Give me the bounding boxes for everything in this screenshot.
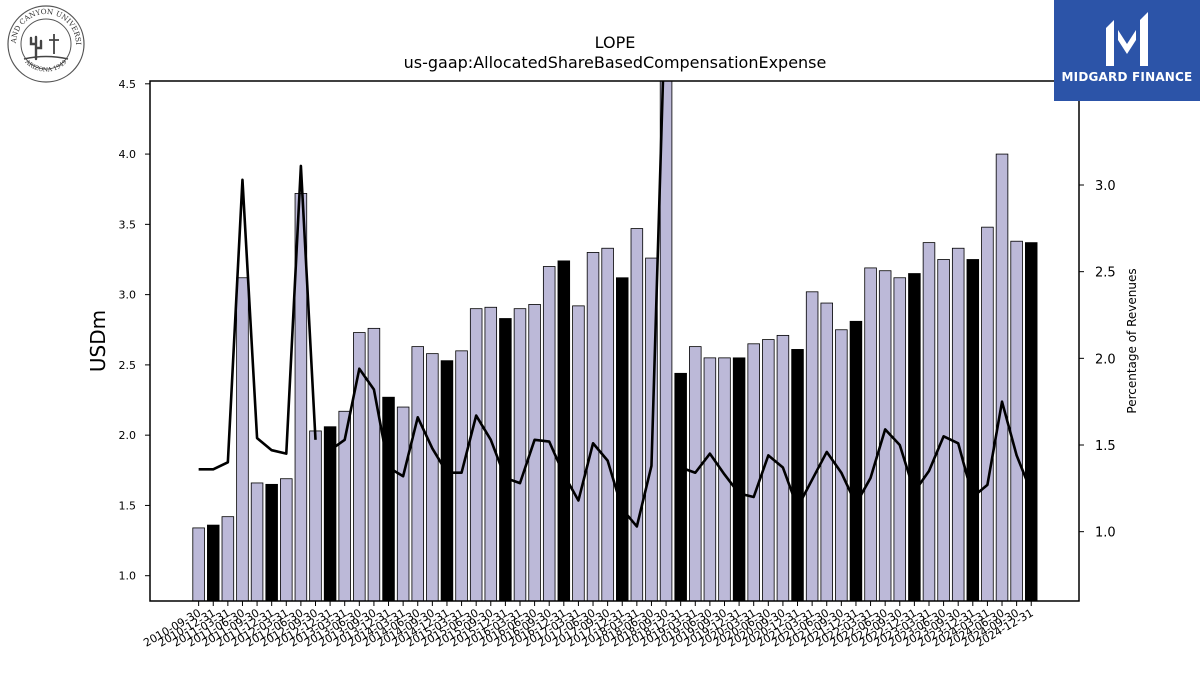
chart-subtitle: us-gaap:AllocatedShareBasedCompensationE… (403, 53, 827, 72)
bar-2011-03-31 (221, 516, 235, 601)
left-y-axis: 1.0 1.5 2.0 2.5 3.0 3.5 4.0 4.5 (119, 78, 150, 583)
right-y-tick-label: 2.0 (1095, 352, 1116, 367)
bar-2024-12-31 (1024, 242, 1038, 601)
y-axis-label: USDm (86, 310, 110, 372)
percentage-line-segment-1 (198, 164, 317, 471)
left-y-tick-label: 3.0 (119, 289, 137, 302)
seal-icon: GRAND CANYON UNIVERSITY ARIZONA 1949 (3, 0, 85, 83)
bar-2024-03-31 (981, 226, 994, 601)
bar-2011-09-30 (250, 482, 264, 601)
bar-2020-03-31 (747, 343, 760, 601)
left-y-tick-label: 2.5 (119, 359, 137, 372)
bar-2019-12-31 (732, 357, 746, 601)
bar-2015-06-30 (469, 308, 483, 601)
left-y-tick-label: 1.0 (119, 570, 137, 583)
bar-2010-12-31 (207, 524, 220, 601)
left-y-tick-label: 1.5 (119, 499, 137, 512)
bar-2015-03-31 (455, 350, 468, 601)
bar-2021-12-31 (849, 320, 863, 601)
y2-axis-label: Percentage of Revenues (1125, 268, 1139, 413)
right-y-tick-label: 2.5 (1095, 266, 1116, 281)
bar-2017-03-31 (572, 305, 585, 601)
bar-2020-12-31 (791, 349, 804, 601)
bar-2012-03-31 (280, 478, 293, 601)
left-y-tick-label: 2.0 (119, 429, 137, 442)
bar-2015-12-31 (499, 318, 512, 601)
bar-2017-12-31 (616, 277, 629, 601)
bar-2022-06-30 (878, 270, 892, 601)
right-y-tick-label: 1.5 (1095, 439, 1116, 454)
x-axis: 2010-09-302010-12-312011-03-312011-06-30… (141, 601, 1036, 650)
plot-frame (149, 80, 1080, 602)
percentage-line-segment-3 (680, 400, 1033, 509)
brand-name: MIDGARD FINANCE (1061, 70, 1193, 84)
bar-2014-12-31 (440, 360, 454, 601)
bar-2018-03-31 (630, 228, 644, 601)
bar-2013-12-31 (382, 396, 395, 601)
bar-2024-06-30 (995, 153, 1009, 601)
percentage-line-segment-2 (329, 81, 665, 528)
midgard-finance-logo: MIDGARD FINANCE (1054, 0, 1200, 101)
bar-2023-03-31 (922, 242, 936, 601)
chart-title: LOPE (594, 33, 636, 52)
bar-2015-09-30 (484, 306, 498, 601)
bar-2014-09-30 (426, 353, 439, 601)
left-y-tick-label: 4.0 (119, 148, 137, 161)
bar-2022-12-31 (908, 273, 921, 601)
bar-2022-03-31 (864, 267, 877, 601)
bar-2012-09-30 (309, 430, 322, 601)
bar-2021-03-31 (805, 291, 819, 601)
bar-2011-06-30 (236, 277, 249, 601)
bar-2012-06-30 (294, 193, 308, 601)
bar-2012-12-31 (323, 426, 337, 601)
midgard-m-icon (1106, 12, 1148, 66)
bar-series (192, 81, 1038, 601)
right-y-tick-label: 1.0 (1095, 526, 1116, 541)
right-y-tick-label: 3.0 (1095, 179, 1116, 194)
bar-2014-06-30 (411, 346, 424, 601)
bar-2014-03-31 (396, 406, 410, 601)
left-y-tick-label: 3.5 (119, 218, 137, 231)
bar-2018-12-31 (674, 372, 687, 601)
bar-2019-06-30 (703, 357, 717, 601)
bar-2023-09-30 (951, 247, 965, 601)
left-y-tick-label: 4.5 (119, 78, 137, 91)
right-y-axis: 1.0 1.5 2.0 2.5 3.0 (1079, 179, 1116, 541)
percentage-line-layer (198, 81, 1033, 528)
bar-2013-09-30 (367, 327, 381, 601)
bar-2023-12-31 (966, 259, 980, 601)
bar-2016-12-31 (557, 260, 571, 601)
bar-2016-03-31 (513, 308, 527, 601)
university-seal-logo: GRAND CANYON UNIVERSITY ARIZONA 1949 (3, 0, 86, 84)
bar-2013-06-30 (353, 332, 366, 601)
bar-2016-06-30 (528, 304, 541, 601)
bar-2024-09-30 (1010, 240, 1023, 601)
bar-2016-09-30 (542, 266, 556, 601)
bar-2023-06-30 (937, 259, 950, 601)
bar-2017-06-30 (586, 252, 600, 601)
bar-2017-09-30 (601, 247, 614, 601)
bar-2011-12-31 (265, 483, 278, 601)
bar-2010-09-30 (192, 527, 205, 601)
